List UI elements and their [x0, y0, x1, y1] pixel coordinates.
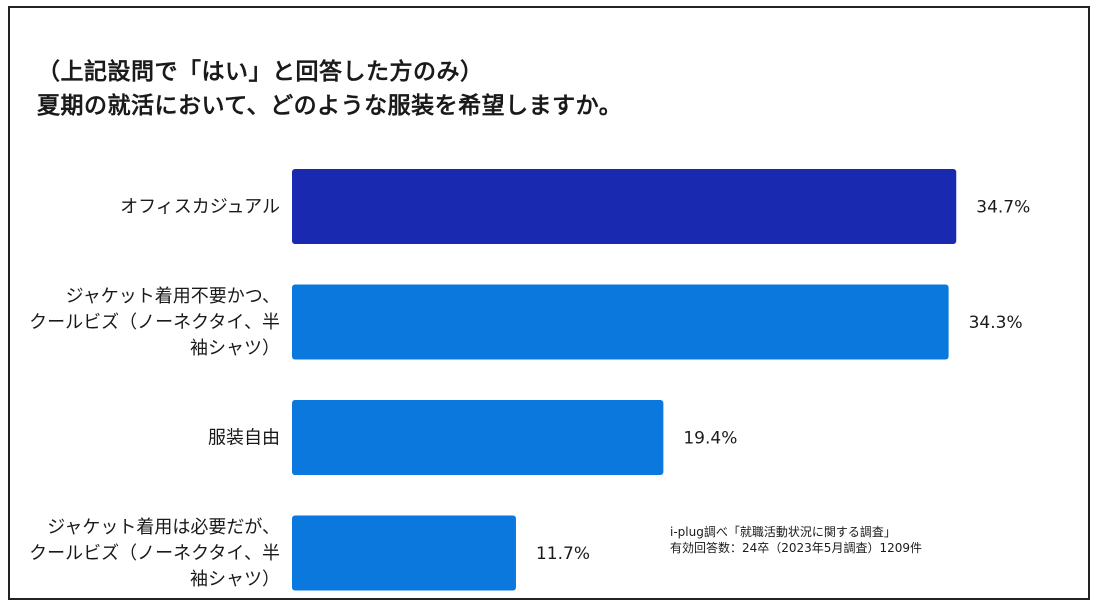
source-note-line-1: i-plug調べ「就職活動状況に関する調査」	[670, 525, 896, 539]
value-label-3: 19.4%	[683, 429, 737, 449]
bar-2	[292, 284, 949, 360]
source-note: i-plug調べ「就職活動状況に関する調査」 有効回答数：24卒（2023年5月…	[670, 524, 922, 556]
category-label-4-line-3: 袖シャツ）	[190, 569, 280, 590]
category-label-4-line-1: ジャケット着用は必要だが、	[47, 517, 280, 538]
chart-title-line-2: 夏期の就活において、どのような服装を希望しますか。	[37, 93, 623, 119]
category-label-2-line-1: ジャケット着用不要かつ、	[66, 286, 280, 307]
source-note-line-2: 有効回答数：24卒（2023年5月調査）1209件	[670, 541, 922, 555]
bar-4	[292, 515, 516, 591]
value-label-4: 11.7%	[536, 544, 590, 564]
chart-title-line-1: （上記設問で「はい」と回答した方のみ）	[37, 59, 484, 85]
value-label-1: 34.7%	[976, 198, 1030, 218]
value-label-2: 34.3%	[969, 313, 1023, 333]
bar-3	[292, 400, 664, 475]
category-label-3-line-1: 服装自由	[208, 428, 280, 449]
category-label-2-line-3: 袖シャツ）	[190, 338, 280, 359]
category-label-1-line-1: オフィスカジュアル	[120, 197, 280, 218]
bar-1	[292, 169, 957, 244]
category-label-4-line-2: クールビズ（ノーネクタイ、半	[29, 543, 280, 564]
category-label-2-line-2: クールビズ（ノーネクタイ、半	[29, 312, 280, 333]
